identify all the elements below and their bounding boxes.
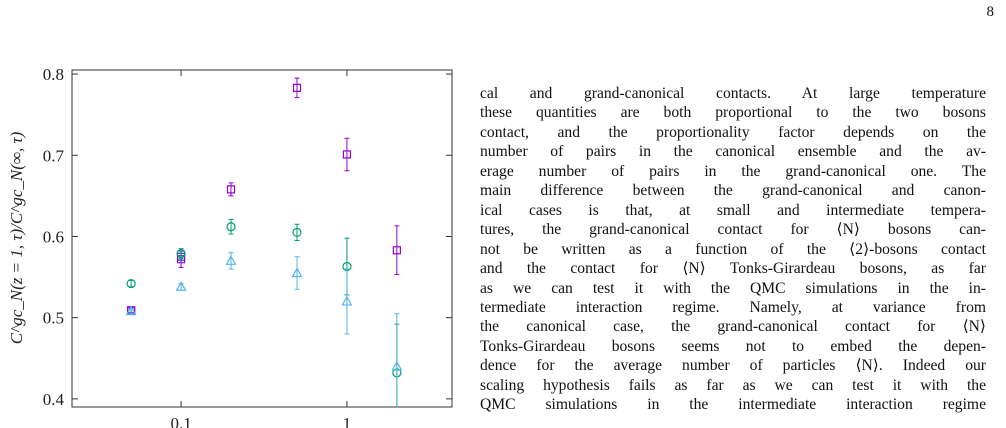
marker [292, 83, 302, 92]
marker [391, 360, 403, 371]
text-line: cal and grand-canonical contacts. At lar… [480, 85, 986, 102]
text-line: the canonical case, the grand-canonical … [480, 318, 986, 336]
x-tick-label: 1 [343, 414, 352, 428]
marker [226, 222, 236, 232]
marker [176, 248, 186, 259]
error-bar [228, 182, 234, 197]
y-tick-label: 0.5 [43, 309, 64, 328]
marker [175, 281, 187, 291]
x-axis-label: τ [255, 425, 262, 428]
marker [342, 150, 352, 159]
text-line: Tonks-Girardeau bosons seems not to embe… [480, 337, 986, 355]
error-bar [294, 223, 300, 242]
text-line: scaling hypothesis fails as far as we ca… [480, 376, 986, 394]
text-line: contact, and the proportionality factor … [480, 123, 986, 141]
error-bar [294, 256, 300, 290]
error-bar [344, 268, 350, 335]
marker [126, 278, 136, 289]
marker [125, 305, 137, 316]
marker [392, 246, 401, 255]
error-bar [394, 225, 400, 276]
error-bar [344, 137, 350, 172]
error-bar [394, 313, 400, 407]
text-line: termediate interaction regime. Namely, a… [480, 298, 986, 316]
y-tick-label: 0.7 [43, 146, 65, 165]
text-line: tures, the grand-canonical contact for ⟨… [480, 221, 986, 239]
y-axis-label: C^gc_N(z = 1, τ)/C^gc_N(∞, τ) [7, 131, 26, 344]
text-line: and the contact for ⟨N⟩ Tonks-Girardeau … [480, 260, 986, 278]
error-bar [228, 218, 234, 235]
text-line: main difference between the grand-canoni… [480, 182, 986, 200]
marker [291, 267, 303, 278]
y-tick-label: 0.6 [43, 227, 64, 246]
marker [292, 227, 302, 238]
paragraph: cal and grand-canonical contacts. At lar… [480, 84, 986, 415]
marker [341, 295, 353, 306]
text-line: dence for the average number of particle… [480, 357, 986, 375]
y-tick-label: 0.4 [43, 390, 65, 409]
x-tick-label: 0.1 [170, 414, 191, 428]
text-line: QMC simulations in the intermediate inte… [480, 396, 986, 414]
text-line: not be written as a function of the ⟨2⟩-… [480, 240, 986, 258]
plot-frame [71, 69, 453, 408]
error-bar [128, 279, 134, 288]
text-line: these quantities are both proportional t… [480, 104, 986, 122]
text-line: as we can test it with the QMC simulatio… [480, 279, 986, 297]
y-tick-label: 0.8 [43, 65, 64, 84]
page-number: 8 [986, 4, 995, 20]
error-bar [178, 248, 184, 259]
text-line: ical cases is that, at small and interme… [480, 201, 986, 219]
marker [225, 255, 237, 265]
chart: τ C^gc_N(z = 1, τ)/C^gc_N(∞, τ) 0.4 0.5 0.… [7, 65, 453, 428]
text-line: erage number of pairs in the grand-canon… [480, 162, 986, 180]
text-line: number of pairs in the canonical ensembl… [480, 143, 986, 161]
error-bar [294, 77, 300, 99]
plot-marks [125, 77, 403, 407]
marker [226, 185, 236, 194]
